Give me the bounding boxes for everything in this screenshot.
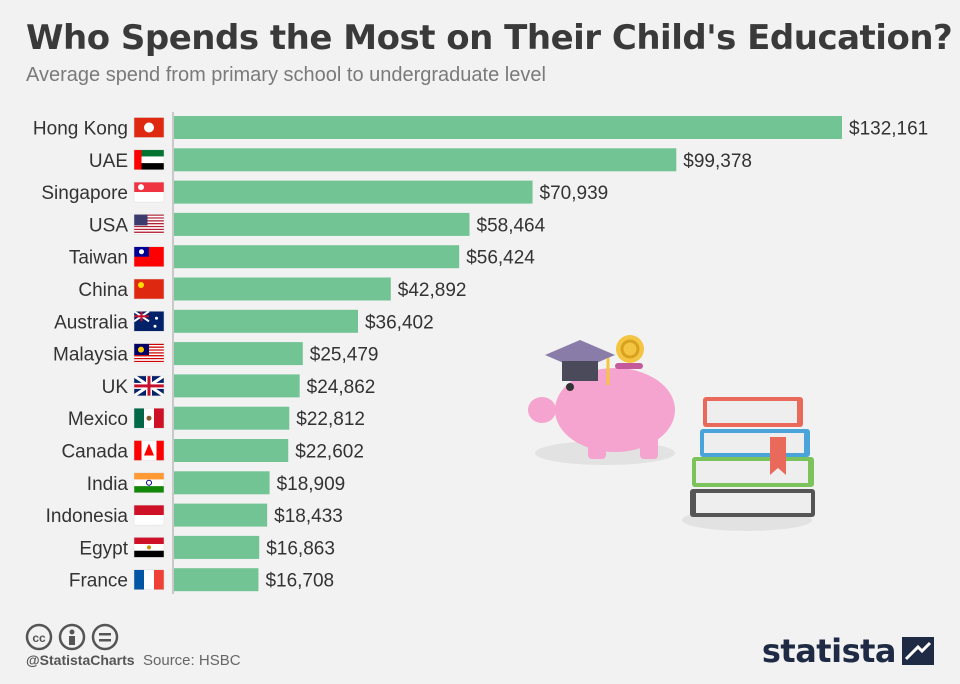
value-label: $16,863 [266, 538, 335, 559]
bar-indonesia [174, 503, 268, 527]
taiwan-flag [133, 246, 165, 267]
value-label: $22,812 [296, 409, 365, 430]
usa-flag [133, 214, 165, 235]
value-label: $18,909 [277, 474, 346, 495]
indonesia-flag [133, 504, 165, 526]
category-label: Hong Kong [33, 119, 128, 140]
logo-text: statista [761, 632, 897, 670]
bar-singapore [174, 180, 533, 204]
category-label: UAE [89, 151, 128, 172]
bar-taiwan [174, 245, 460, 269]
uae-flag [133, 149, 165, 171]
china-flag [133, 278, 165, 300]
bar-malaysia [174, 342, 303, 366]
svg-text:cc: cc [32, 631, 46, 645]
category-label: Egypt [79, 538, 128, 559]
value-label: $99,378 [683, 151, 752, 172]
value-label: $56,424 [466, 248, 535, 269]
value-label: $22,602 [295, 442, 364, 463]
bar-india [174, 471, 270, 495]
license-icons: cc [25, 623, 119, 651]
category-label: Indonesia [46, 506, 129, 527]
value-label: $132,161 [849, 119, 928, 140]
bar-usa [174, 212, 470, 236]
category-label: Taiwan [69, 248, 128, 269]
australia-flag [133, 310, 165, 332]
hong-kong-flag [133, 117, 165, 138]
uk-flag [133, 374, 165, 398]
category-label: China [78, 280, 128, 301]
bar-australia [174, 309, 358, 333]
value-label: $25,479 [310, 345, 379, 366]
value-label: $42,892 [398, 280, 467, 301]
bar-uae [174, 148, 677, 172]
category-label: Malaysia [53, 345, 128, 366]
value-label: $16,708 [265, 571, 334, 592]
malaysia-flag [133, 343, 165, 364]
value-label: $24,862 [307, 377, 376, 398]
statista-logo-icon [902, 637, 934, 665]
france-flag [133, 569, 165, 590]
bar-egypt [174, 535, 260, 559]
value-label: $18,433 [274, 506, 343, 527]
attribution-icon [58, 623, 86, 651]
piggy-bank-books-illustration [528, 335, 815, 531]
category-label: Singapore [41, 183, 128, 204]
chart-subtitle: Average spend from primary school to und… [26, 64, 546, 86]
footer-source: Source: HSBC [143, 652, 241, 669]
bar-china [174, 277, 391, 301]
no-derivatives-icon [91, 623, 119, 651]
value-label: $36,402 [365, 312, 434, 333]
cc-icon [25, 623, 53, 651]
footer-handle[interactable]: @StatistaCharts [26, 652, 135, 668]
bar-hong-kong [174, 116, 842, 139]
value-label: $70,939 [540, 183, 609, 204]
canada-flag [133, 440, 165, 461]
statista-logo[interactable]: statista [762, 632, 934, 670]
singapore-flag [133, 181, 165, 203]
category-label: Canada [61, 442, 128, 463]
bar-france [174, 568, 259, 592]
category-label: India [87, 474, 129, 495]
category-label: France [69, 571, 128, 592]
bar-uk [174, 374, 300, 398]
egypt-flag [133, 537, 165, 558]
category-label: UK [102, 377, 129, 398]
india-flag [133, 472, 165, 494]
bar-chart: Hong Kong $132,161 UAE $99,378 Singapore $70,… [33, 112, 928, 594]
chart-title: Who Spends the Most on Their Child's Edu… [26, 18, 953, 58]
bar-canada [174, 439, 289, 462]
value-label: $58,464 [477, 215, 546, 236]
mexico-flag [133, 407, 165, 429]
bar-mexico [174, 406, 290, 430]
category-label: Australia [54, 312, 128, 333]
category-label: USA [89, 215, 128, 236]
category-label: Mexico [68, 409, 128, 430]
